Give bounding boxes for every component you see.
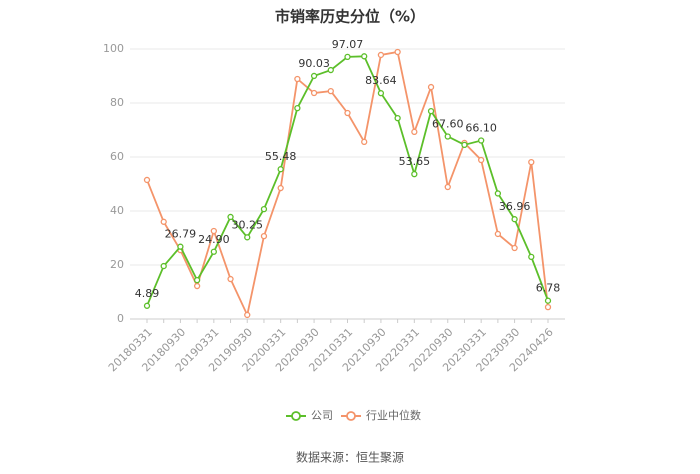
point [260, 205, 268, 213]
point [511, 216, 518, 223]
point [377, 90, 385, 97]
point [244, 311, 251, 319]
point [361, 138, 368, 146]
y-tick-label: 80 [110, 96, 124, 109]
chart-title: 市销率历史分位（%） [275, 8, 425, 26]
point [427, 83, 435, 91]
source: 数据来源：恒生聚源 [296, 450, 404, 465]
value-label: 55.48 [265, 150, 297, 163]
point [528, 253, 535, 261]
point [143, 176, 151, 184]
point [294, 104, 301, 112]
point [444, 133, 451, 140]
value-label: 24.90 [198, 233, 230, 246]
y-tick-label: 60 [110, 150, 124, 163]
legend-label: 公司 [311, 409, 333, 422]
legend-label: 行业中位数 [366, 408, 421, 422]
point [344, 109, 351, 117]
point [394, 114, 401, 122]
series-line [146, 50, 549, 318]
point [260, 232, 268, 240]
value-label: 67.60 [432, 117, 464, 130]
point [528, 158, 535, 166]
point [177, 243, 184, 250]
y-tick-label: 0 [117, 312, 124, 325]
value-label: 97.07 [332, 38, 364, 51]
point [327, 66, 334, 74]
point [427, 107, 435, 115]
point [394, 48, 401, 56]
value-label: 53.65 [399, 155, 431, 168]
value-label: 36.96 [499, 200, 531, 213]
value-label: 26.79 [165, 228, 197, 241]
value-label: 90.03 [298, 57, 330, 70]
point [494, 230, 502, 238]
legend-marker [346, 411, 356, 421]
value-label: 66.10 [465, 122, 497, 135]
point [294, 75, 301, 83]
legend-marker [291, 411, 301, 421]
point [227, 275, 234, 283]
point [411, 170, 418, 178]
point [478, 156, 485, 164]
point [277, 184, 284, 192]
y-tick-label: 100 [103, 42, 124, 55]
value-label: 6.78 [536, 282, 561, 295]
point [210, 248, 217, 255]
point [227, 213, 234, 221]
series-line [146, 55, 549, 307]
point [461, 141, 468, 149]
point [411, 128, 418, 136]
point [277, 166, 284, 173]
point [377, 51, 385, 59]
value-label: 30.25 [232, 218, 264, 231]
point [160, 218, 167, 225]
point [361, 53, 368, 60]
point [544, 303, 552, 311]
value-label: 83.64 [365, 74, 397, 87]
point [193, 276, 201, 284]
point [160, 262, 167, 270]
point [244, 234, 251, 241]
point [193, 282, 201, 290]
value-label: 4.89 [135, 287, 160, 300]
y-tick-label: 40 [110, 204, 124, 217]
point [511, 244, 518, 252]
point [444, 183, 451, 191]
point [310, 89, 318, 97]
point [143, 302, 151, 309]
point [494, 190, 502, 197]
point [478, 137, 485, 144]
point [544, 297, 552, 304]
point [327, 87, 334, 95]
point [344, 53, 351, 61]
point [210, 227, 217, 235]
point [310, 72, 318, 80]
y-tick-label: 20 [110, 258, 124, 271]
